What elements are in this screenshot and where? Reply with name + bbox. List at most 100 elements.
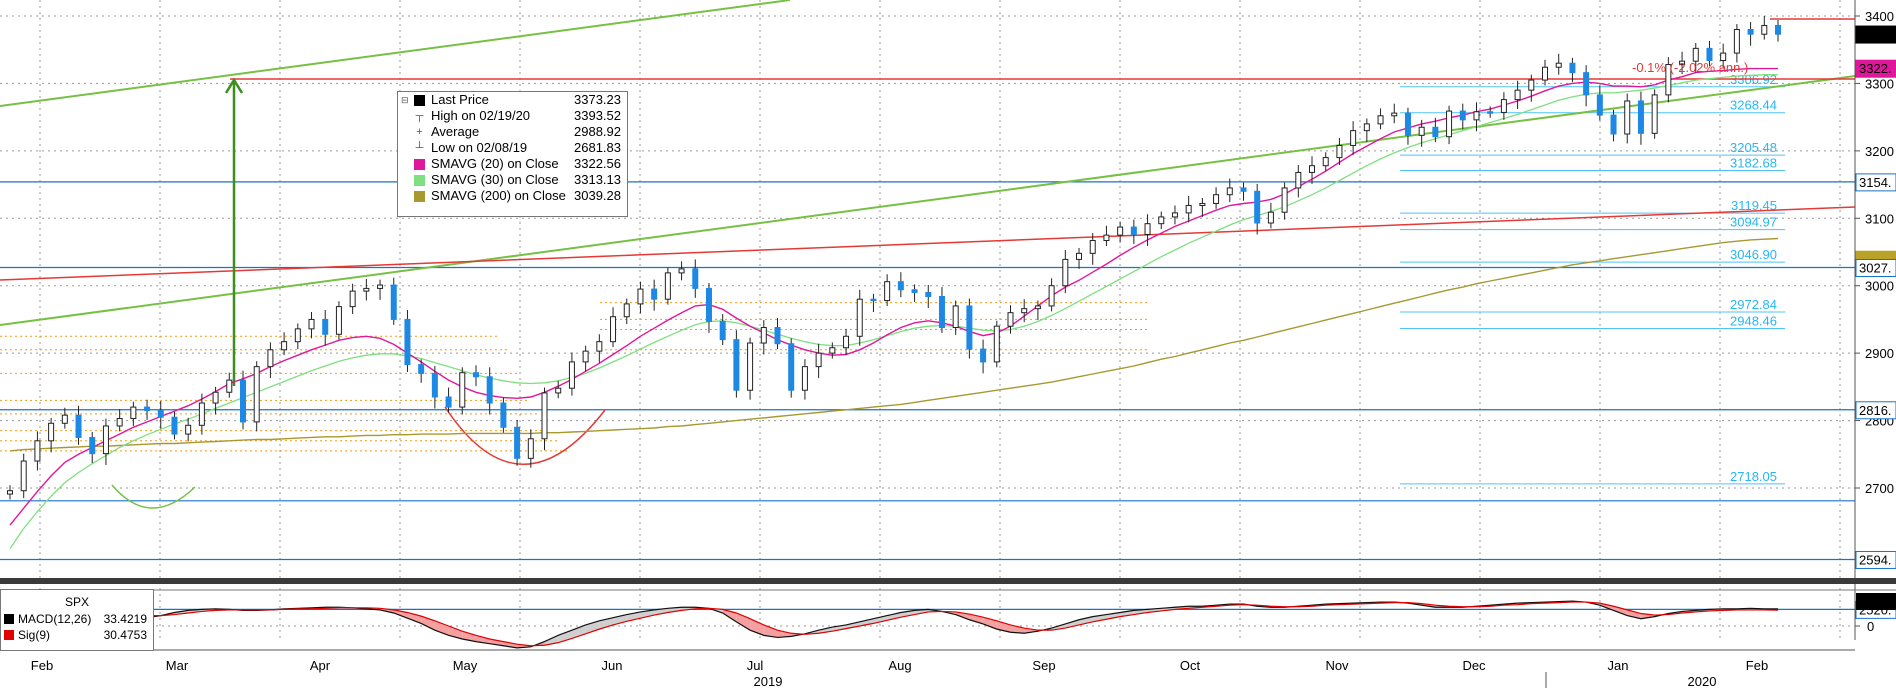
red-curve xyxy=(444,406,606,465)
candle-body xyxy=(363,287,370,292)
x-month-label: Mar xyxy=(166,658,189,673)
x-month-label: Apr xyxy=(310,658,331,673)
candle-body xyxy=(198,402,205,426)
candle-body xyxy=(130,406,137,420)
y-tick-label: 2700 xyxy=(1865,481,1894,496)
candle-body xyxy=(1528,79,1535,91)
candle-body xyxy=(1637,100,1644,134)
candle-body xyxy=(212,391,219,404)
macd-histogram-fill xyxy=(818,627,833,634)
macd-histogram-fill xyxy=(777,630,792,638)
x-month-label: Sep xyxy=(1032,658,1055,673)
sma30-value: 3313.13 xyxy=(574,172,621,187)
candle-body xyxy=(733,339,740,391)
level-label: 3205.48 xyxy=(1730,140,1777,155)
macd-histogram-fill xyxy=(407,612,422,624)
candle-body xyxy=(1542,66,1549,81)
macd-line-legend: MACD(12,26) 33.4219 xyxy=(1,611,153,627)
axis-price-tag-label: 3154. xyxy=(1859,175,1892,190)
candle-body xyxy=(1679,60,1686,66)
candle-body xyxy=(500,402,507,428)
legend-swatch xyxy=(414,191,425,202)
red-trendline xyxy=(0,206,1856,281)
green-curve xyxy=(111,484,196,509)
candle-body xyxy=(322,318,329,335)
candle-body xyxy=(377,284,384,289)
legend-swatch xyxy=(4,614,14,624)
candle-body xyxy=(843,335,850,349)
candle-body xyxy=(1459,110,1466,121)
x-month-label: Jun xyxy=(602,658,623,673)
candle-body xyxy=(349,290,356,308)
candle-body xyxy=(1473,111,1480,121)
macd-legend[interactable]: SPX MACD(12,26) 33.4219 Sig(9) 30.4753 xyxy=(0,589,154,651)
candle-body xyxy=(1199,202,1206,206)
candle-body xyxy=(1267,211,1274,224)
candle-body xyxy=(829,347,836,354)
candle-body xyxy=(1144,223,1151,235)
candle-body xyxy=(1117,226,1124,236)
signal-line-legend: Sig(9) 30.4753 xyxy=(1,627,153,643)
candle-body xyxy=(1254,190,1261,224)
green-trendline-lower xyxy=(0,75,1856,326)
macd-histogram-fill xyxy=(1613,606,1628,616)
candle-body xyxy=(1130,226,1137,235)
candle-body xyxy=(555,387,562,394)
signal-line xyxy=(9,601,1779,647)
candle-body xyxy=(1720,52,1727,62)
candle-body xyxy=(1350,130,1357,146)
candle-body xyxy=(267,349,274,368)
level-label: 2718.05 xyxy=(1730,469,1777,484)
candle-body xyxy=(856,298,863,337)
candle-body xyxy=(938,296,945,329)
trendlines xyxy=(0,0,1856,509)
candle-body xyxy=(1651,94,1658,134)
y-tick-label: 3000 xyxy=(1865,279,1894,294)
sma20-line xyxy=(9,67,1778,526)
candle-body xyxy=(705,287,712,322)
candle-body xyxy=(897,281,904,291)
candle-body xyxy=(664,272,671,300)
candle-body xyxy=(431,372,438,398)
average-marker-icon: + xyxy=(416,126,423,138)
candle-body xyxy=(404,318,411,366)
candle-body xyxy=(1706,47,1713,62)
low-marker-icon: ┴ xyxy=(415,142,424,154)
sma200-line xyxy=(9,237,1779,452)
macd-line xyxy=(9,600,1778,649)
pane-separator xyxy=(0,578,1896,591)
macd-zero-label: 0 xyxy=(1867,619,1874,634)
level-label: 3094.97 xyxy=(1730,215,1777,230)
candle-body xyxy=(1322,157,1329,167)
candle-body xyxy=(1103,234,1110,242)
legend-sma30: SMAVG (30) on Close 3313.13 xyxy=(398,172,627,188)
candle-body xyxy=(1213,194,1220,204)
macd-ticker: SPX xyxy=(64,595,89,609)
macd-axis-tag-label: 33.42 xyxy=(1859,594,1892,609)
x-month-label: Nov xyxy=(1325,658,1349,673)
candle-body xyxy=(719,320,726,341)
candle-body xyxy=(610,316,617,343)
gridlines xyxy=(0,0,1855,640)
candle-body xyxy=(335,306,342,335)
price-legend[interactable]: ⊟ Last Price 3373.23 ┬ High on 02/19/20 3… xyxy=(397,91,628,217)
candle-body xyxy=(760,327,767,344)
candle-body xyxy=(815,352,822,368)
x-year-label: 2019 xyxy=(754,674,783,688)
candle-body xyxy=(582,350,589,363)
level-label: 3182.68 xyxy=(1730,156,1777,171)
candle-body xyxy=(774,327,781,345)
sma30-line xyxy=(9,74,1778,550)
candle-body xyxy=(1624,100,1631,135)
legend-average: + Average 2988.92 xyxy=(398,124,627,140)
level-label: 3046.90 xyxy=(1730,247,1777,262)
candle-body xyxy=(116,418,123,427)
candle-body xyxy=(1692,47,1699,62)
candle-body xyxy=(952,305,959,329)
candlesticks xyxy=(7,16,1781,500)
collapse-icon[interactable]: ⊟ xyxy=(401,95,409,105)
candle-body xyxy=(1281,187,1288,213)
candle-body xyxy=(1309,165,1316,173)
high-marker-icon: ┬ xyxy=(415,110,424,122)
